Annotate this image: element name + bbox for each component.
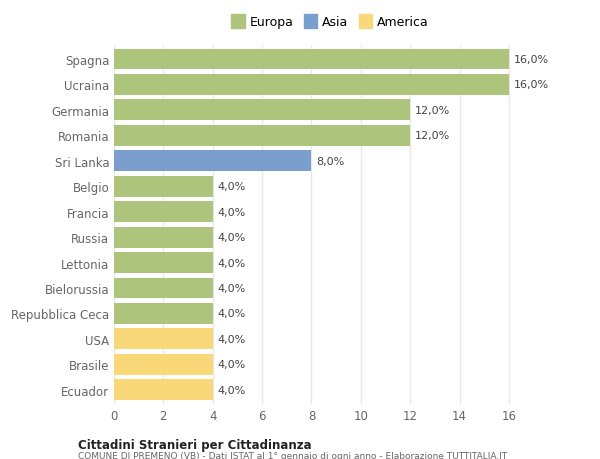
Text: 4,0%: 4,0% <box>218 207 246 217</box>
Text: 12,0%: 12,0% <box>415 106 451 116</box>
Text: 8,0%: 8,0% <box>316 157 344 167</box>
Bar <box>114 202 213 223</box>
Text: 4,0%: 4,0% <box>218 182 246 192</box>
Text: 4,0%: 4,0% <box>218 385 246 395</box>
Text: 4,0%: 4,0% <box>218 283 246 293</box>
Text: 16,0%: 16,0% <box>514 55 549 65</box>
Legend: Europa, Asia, America: Europa, Asia, America <box>231 17 429 29</box>
Bar <box>114 50 509 70</box>
Bar <box>114 100 410 121</box>
Bar <box>114 354 213 375</box>
Text: 4,0%: 4,0% <box>218 233 246 243</box>
Text: Cittadini Stranieri per Cittadinanza: Cittadini Stranieri per Cittadinanza <box>78 438 311 451</box>
Text: 16,0%: 16,0% <box>514 80 549 90</box>
Text: COMUNE DI PREMENO (VB) - Dati ISTAT al 1° gennaio di ogni anno - Elaborazione TU: COMUNE DI PREMENO (VB) - Dati ISTAT al 1… <box>78 451 507 459</box>
Bar <box>114 126 410 146</box>
Text: 12,0%: 12,0% <box>415 131 451 141</box>
Bar <box>114 278 213 299</box>
Bar <box>114 176 213 197</box>
Bar <box>114 227 213 248</box>
Bar <box>114 75 509 95</box>
Bar <box>114 380 213 400</box>
Text: 4,0%: 4,0% <box>218 309 246 319</box>
Bar <box>114 252 213 274</box>
Bar <box>114 329 213 350</box>
Text: 4,0%: 4,0% <box>218 258 246 268</box>
Bar <box>114 303 213 324</box>
Bar <box>114 151 311 172</box>
Text: 4,0%: 4,0% <box>218 334 246 344</box>
Text: 4,0%: 4,0% <box>218 359 246 369</box>
